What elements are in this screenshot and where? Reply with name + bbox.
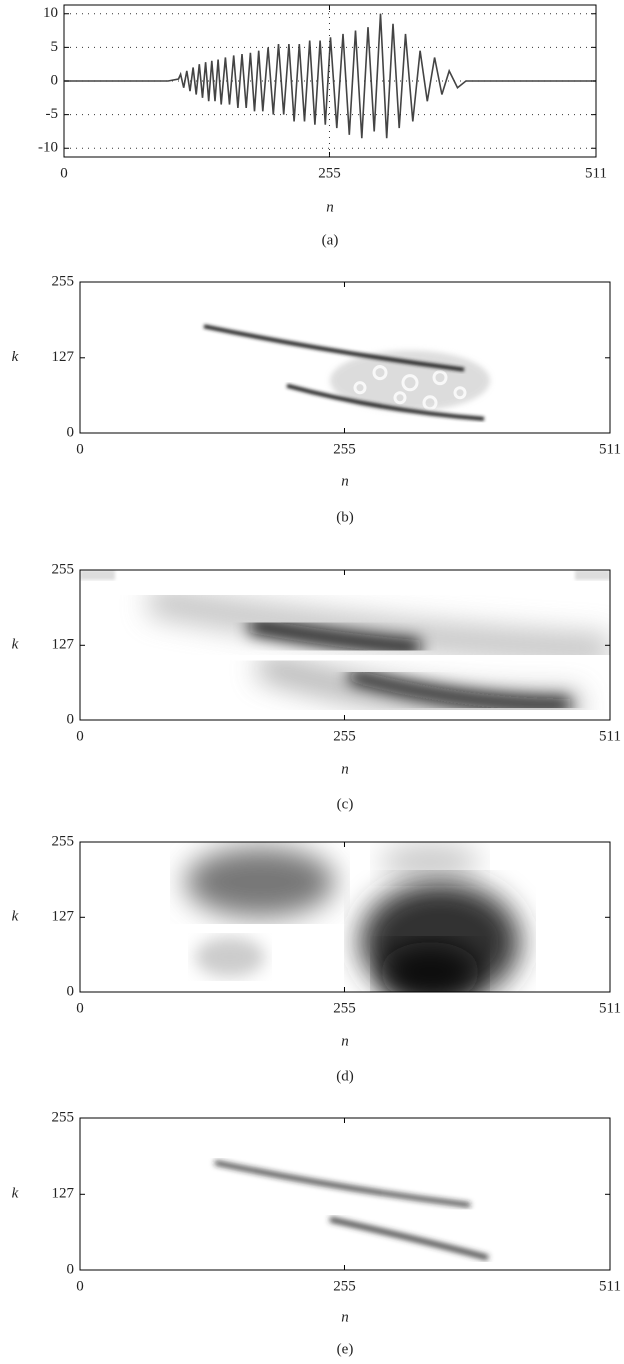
y-tick-label: 127: [52, 637, 75, 653]
x-axis-label: n: [341, 761, 349, 777]
x-axis-label: n: [341, 1309, 349, 1325]
y-tick-label: 0: [67, 983, 75, 999]
x-tick-label: 255: [333, 441, 356, 457]
y-tick-label: 0: [67, 424, 75, 440]
panel-caption: (d): [336, 1068, 354, 1084]
y-axis-label: k: [12, 636, 19, 652]
plot-frame: [79, 281, 611, 434]
x-tick-label: 511: [599, 1278, 621, 1294]
y-tick-label: 255: [52, 1109, 75, 1125]
y-axis-label: k: [12, 908, 19, 924]
panel-caption: (c): [337, 796, 354, 812]
y-tick-label: 255: [52, 561, 75, 577]
x-axis-label: n: [326, 199, 334, 215]
y-tick-label: 255: [52, 273, 75, 289]
y-tick-label: 0: [67, 1261, 75, 1277]
panel-caption: (e): [337, 1341, 354, 1357]
plot-frame: [79, 1117, 611, 1271]
x-tick-label: 0: [76, 441, 84, 457]
x-tick-label: 0: [76, 1000, 84, 1016]
y-tick-label: 0: [51, 72, 59, 88]
x-tick-label: 511: [599, 1000, 621, 1016]
x-tick-label: 255: [333, 728, 356, 744]
x-tick-label: 255: [318, 165, 341, 181]
y-tick-label: 10: [43, 5, 58, 21]
x-tick-label: 0: [76, 728, 84, 744]
x-tick-label: 255: [333, 1278, 356, 1294]
tf-image: [80, 570, 610, 719]
x-tick-label: 255: [333, 1000, 356, 1016]
plot-frame: [63, 4, 597, 158]
tf-image: [185, 842, 520, 992]
y-tick-label: -5: [46, 106, 59, 122]
signal-line: [64, 13, 596, 139]
tf-image: [214, 1160, 489, 1261]
x-tick-label: 511: [585, 165, 607, 181]
y-axis-label: k: [12, 1185, 19, 1201]
x-tick-label: 0: [60, 165, 68, 181]
y-tick-label: 255: [52, 833, 75, 849]
y-tick-label: 127: [52, 349, 75, 365]
y-tick-label: 127: [52, 909, 75, 925]
panel-caption: (b): [336, 509, 354, 525]
x-tick-label: 511: [599, 441, 621, 457]
plot-frame: [79, 841, 611, 993]
y-tick-label: 5: [51, 39, 59, 55]
tf-image: [203, 324, 490, 421]
y-tick-label: -10: [38, 140, 58, 156]
y-axis-label: k: [12, 349, 19, 365]
y-tick-label: 127: [52, 1186, 75, 1202]
panel-caption: (a): [322, 232, 339, 248]
x-axis-label: n: [341, 1033, 349, 1049]
y-tick-label: 0: [67, 711, 75, 727]
x-axis-label: n: [341, 473, 349, 489]
x-tick-label: 0: [76, 1278, 84, 1294]
plot-frame: [79, 569, 611, 721]
x-tick-label: 511: [599, 728, 621, 744]
